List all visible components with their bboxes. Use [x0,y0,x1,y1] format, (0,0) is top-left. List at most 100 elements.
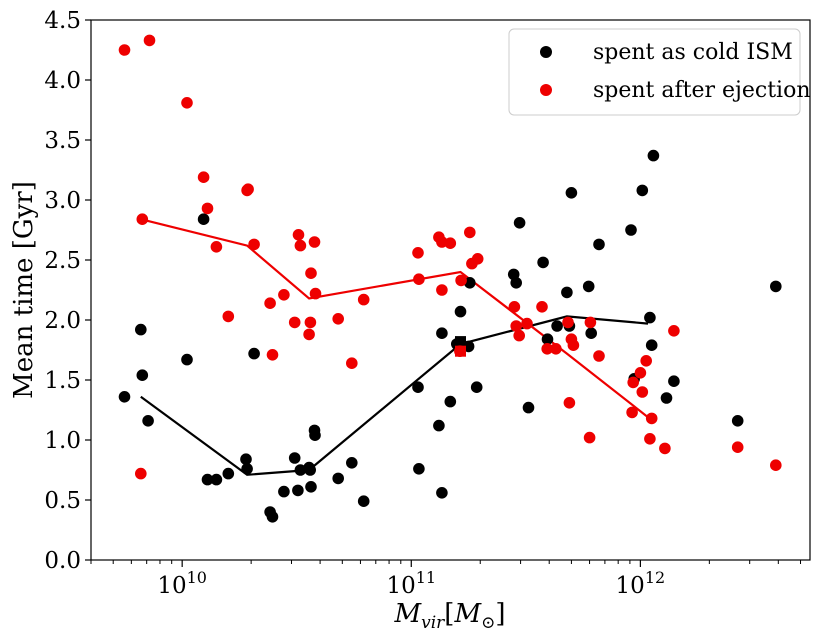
median-square-cold-ism [455,336,466,348]
data-point-cold-ism [222,467,235,480]
data-point-ejection [636,386,649,398]
plot-area [118,34,782,523]
data-point-cold-ism [118,391,131,403]
data-point-cold-ism [593,238,605,251]
plot-frame [90,19,811,561]
data-point-cold-ism [135,323,147,336]
data-point-cold-ism [412,381,424,394]
data-point-ejection [210,241,223,253]
data-point-ejection [413,273,425,286]
x-tick-label: 1012 [616,568,666,599]
data-point-cold-ism [266,511,279,523]
data-point-ejection [640,355,652,367]
data-point-cold-ism [309,429,321,442]
legend-label-ejection: spent after ejection [593,78,811,103]
data-point-ejection [357,293,370,306]
data-point-cold-ism [582,280,595,293]
y-tick-label: 1.5 [44,368,81,394]
data-point-cold-ism [305,481,317,493]
data-point-ejection [292,229,305,241]
legend-label-cold-ism: spent as cold ISM [593,40,793,65]
data-point-ejection [266,349,279,361]
data-point-ejection [593,350,605,362]
y-tick-label: 0.0 [44,548,81,574]
data-point-ejection [521,317,533,330]
data-point-ejection [455,274,467,287]
data-point-ejection [181,97,193,109]
data-point-cold-ism [136,369,149,382]
data-point-cold-ism [181,353,193,366]
data-point-cold-ism [565,187,578,199]
data-point-ejection [136,213,149,225]
data-point-cold-ism [357,495,370,508]
data-point-ejection [118,44,131,56]
data-point-ejection [201,202,214,215]
data-point-cold-ism [770,280,782,293]
data-point-cold-ism [660,392,673,404]
data-point-ejection [567,339,580,352]
data-point-cold-ism [561,286,573,299]
data-point-ejection [135,467,147,480]
y-tick-label: 0.5 [44,488,81,514]
data-point-ejection [346,357,358,370]
x-tick-label: 1011 [386,568,436,599]
data-point-cold-ism [636,184,649,197]
data-point-cold-ism [248,347,260,360]
data-point-ejection [550,343,562,355]
data-point-ejection [471,252,484,265]
legend-marker-cold-ism [540,46,552,58]
data-point-cold-ism [625,224,637,236]
data-point-ejection [304,316,317,329]
data-point-ejection [668,325,680,337]
data-point-ejection [305,267,317,280]
data-point-ejection [510,320,522,332]
median-square-ejection [455,345,466,357]
data-point-cold-ism [647,149,660,162]
data-point-ejection [563,397,576,409]
data-point-cold-ism [413,463,425,475]
data-point-cold-ism [551,320,563,332]
data-point-ejection [508,301,521,313]
data-point-cold-ism [668,375,680,388]
data-point-cold-ism [537,256,549,269]
data-point-ejection [731,441,744,454]
data-point-cold-ism [731,415,744,427]
y-tick-label: 3.0 [44,188,81,214]
data-point-cold-ism [541,333,554,346]
data-point-ejection [584,316,597,329]
data-point-cold-ism [585,327,597,340]
data-point-ejection [626,406,638,419]
data-point-cold-ism [294,464,307,476]
data-point-ejection [644,433,656,445]
y-tick-label: 1.0 [44,428,81,454]
data-point-ejection [627,376,639,389]
data-point-cold-ism [240,453,252,466]
data-point-cold-ism [292,484,304,497]
legend-box [508,28,801,116]
data-point-ejection [288,316,301,329]
trend-line-ejection [140,218,649,419]
y-axis-title: Mean time [Gyr] [9,181,39,399]
data-point-cold-ism [436,487,448,499]
data-point-cold-ism [510,277,522,289]
data-point-cold-ism [332,472,345,485]
data-point-ejection [222,310,235,323]
y-tick-label: 4.0 [44,68,81,94]
data-point-ejection [583,431,596,444]
y-tick-label: 4.5 [44,8,81,34]
data-point-cold-ism [197,213,210,225]
data-point-cold-ism [241,463,253,475]
data-point-ejection [412,247,424,259]
data-point-ejection [645,412,658,425]
data-point-cold-ism [454,305,467,318]
data-point-ejection [332,313,345,325]
data-point-cold-ism [522,401,535,414]
data-point-ejection [634,367,647,379]
legend-marker-ejection [540,84,552,96]
data-point-cold-ism [644,311,656,324]
data-point-ejection [464,226,476,239]
data-point-ejection [541,343,553,355]
data-point-ejection [303,328,315,341]
data-point-ejection [197,171,210,183]
y-axis: 0.0 0.5 1.0 1.5 2.0 2.5 3.0 3.5 4.0 4.5 [44,8,91,574]
